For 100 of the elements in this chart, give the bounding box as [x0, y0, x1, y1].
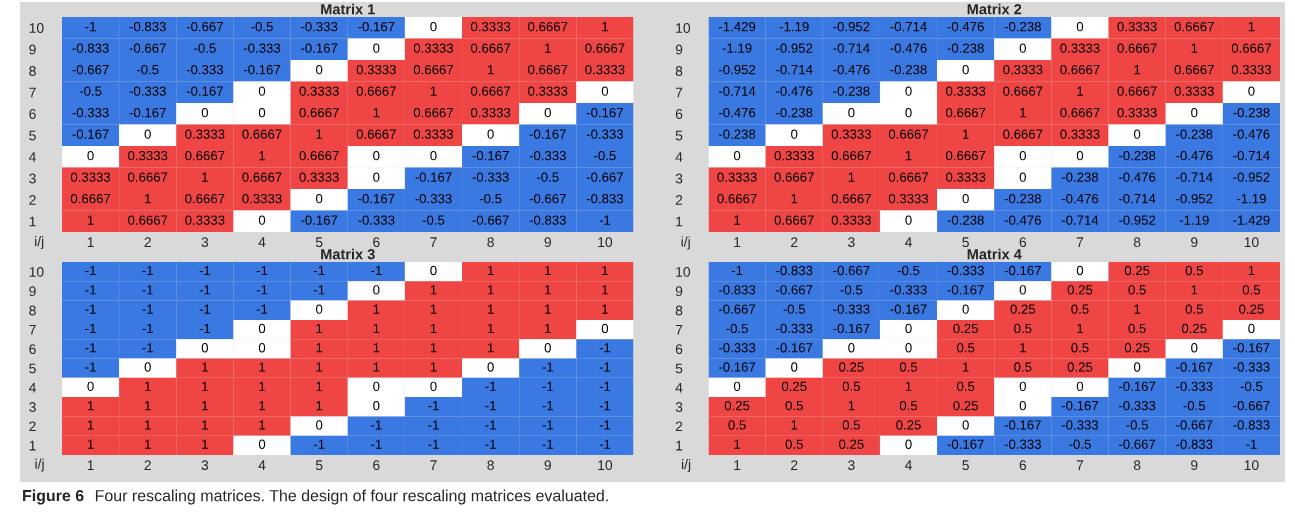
y-tick-label: 5: [675, 130, 683, 141]
data-label: -0.714: [1176, 172, 1213, 182]
data-label: -0.833: [1233, 420, 1270, 430]
data-label: 1: [202, 439, 208, 449]
data-label: 0.6667: [470, 43, 511, 53]
data-label: 1: [1077, 323, 1083, 333]
data-label: 0: [373, 285, 380, 295]
data-label: 0.25: [1239, 304, 1264, 314]
data-label: 1: [145, 420, 151, 430]
data-label: 0.6667: [717, 193, 757, 204]
data-label: 0: [373, 150, 380, 161]
data-label: 0.3333: [70, 172, 111, 182]
data-label: -0.833: [586, 193, 624, 204]
data-label: 0: [316, 420, 323, 430]
data-label: -0.167: [1176, 362, 1213, 372]
x-tick-label: 3: [201, 237, 209, 248]
data-label: 0: [144, 362, 151, 372]
data-label: 0: [1133, 129, 1141, 139]
data-label: -0.476: [776, 86, 813, 96]
y-tick-label: 4: [675, 152, 683, 162]
data-label: 0.25: [953, 400, 978, 411]
data-label: 1: [1191, 43, 1198, 53]
x-axis-title: i/j: [35, 236, 44, 249]
y-tick-label: 7: [675, 87, 683, 98]
data-label: 0.5: [1071, 304, 1089, 314]
data-label: -0.667: [718, 304, 756, 314]
data-label: -0.833: [72, 43, 109, 53]
data-label: -1: [485, 401, 496, 411]
data-label: 0.25: [953, 323, 978, 334]
data-label: -0.167: [1119, 381, 1156, 391]
data-label: -0.833: [529, 215, 566, 225]
x-tick-label: 3: [848, 237, 855, 248]
data-label: 0: [1191, 343, 1198, 353]
data-label: 0: [1019, 285, 1026, 295]
x-tick-label: 8: [487, 460, 494, 471]
data-label: -0.476: [947, 21, 984, 32]
data-label: 1: [202, 362, 208, 372]
data-label: 0: [848, 107, 855, 118]
chart-title: Matrix 3: [321, 248, 375, 260]
data-label: -0.714: [718, 86, 756, 96]
data-label: 1: [373, 343, 380, 353]
data-label: -0.952: [833, 21, 870, 32]
data-label: -0.333: [243, 43, 281, 53]
x-tick-label: 5: [315, 237, 323, 248]
data-label: 0: [87, 150, 94, 161]
data-label: -0.167: [586, 107, 623, 118]
data-label: 1: [602, 265, 608, 276]
data-label: -1: [371, 420, 382, 430]
data-label: -0.5: [422, 215, 445, 225]
data-label: 0.5: [785, 439, 803, 449]
x-tick-label: 3: [848, 460, 855, 471]
data-label: 0.3333: [470, 107, 511, 118]
data-label: -1: [542, 439, 553, 449]
x-tick-label: 10: [1244, 237, 1259, 248]
data-label: 1: [259, 362, 266, 372]
data-label: -0.167: [301, 215, 338, 225]
data-label: 0: [1076, 150, 1084, 161]
data-label: 0.25: [724, 400, 750, 411]
y-tick-label: 2: [29, 421, 36, 432]
data-label: -0.667: [776, 285, 813, 295]
data-label: 0: [144, 129, 151, 139]
x-tick-label: 9: [1191, 237, 1198, 248]
data-label: -0.952: [1233, 172, 1270, 182]
data-label: 0: [733, 381, 741, 391]
data-label: 0.25: [896, 420, 921, 430]
data-label: -0.5: [136, 64, 159, 75]
data-label: -1: [256, 304, 268, 314]
data-label: -1: [599, 362, 611, 372]
data-label: -0.333: [1119, 400, 1156, 411]
data-label: 0.3333: [888, 193, 929, 204]
data-label: 0.3333: [717, 172, 757, 182]
data-label: 0.6667: [128, 172, 168, 182]
data-label: -0.167: [415, 172, 452, 182]
data-label: 1: [734, 439, 741, 449]
x-axis-title: i/j: [35, 458, 44, 472]
data-label: 1: [202, 401, 208, 411]
data-label: -0.5: [194, 43, 216, 53]
data-label: -0.167: [890, 304, 927, 314]
data-label: 0.6667: [356, 86, 396, 96]
x-tick-label: 7: [1076, 237, 1084, 247]
data-label: -0.167: [129, 107, 166, 118]
data-label: -0.714: [833, 43, 870, 53]
x-tick-label: 6: [1019, 237, 1027, 248]
data-label: -0.167: [1061, 400, 1099, 411]
data-label: 1: [373, 304, 380, 314]
data-label: 1: [487, 285, 494, 295]
x-tick-label: 10: [1244, 460, 1259, 471]
data-label: -0.238: [1004, 193, 1041, 204]
data-label: -0.476: [833, 64, 870, 75]
data-label: 0.6667: [128, 215, 168, 225]
data-label: -0.333: [718, 343, 756, 353]
data-label: -0.667: [1233, 400, 1270, 411]
data-label: -1: [599, 439, 611, 449]
data-label: 1: [87, 401, 94, 411]
data-label: -1: [599, 215, 611, 225]
data-label: 0.6667: [888, 172, 929, 182]
data-label: 0.3333: [946, 86, 986, 96]
data-label: -0.476: [1004, 215, 1041, 225]
data-label: -1.19: [722, 43, 752, 53]
data-label: -1: [428, 420, 439, 430]
